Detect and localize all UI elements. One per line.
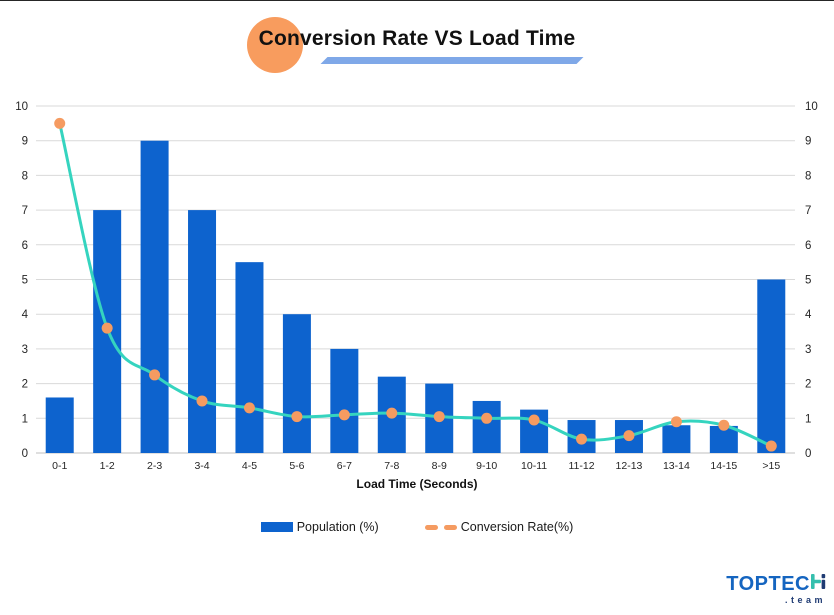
legend-item-conversion: Conversion Rate(%) (424, 520, 574, 534)
svg-text:13-14: 13-14 (663, 460, 690, 472)
svg-text:8-9: 8-9 (432, 460, 447, 472)
svg-text:6-7: 6-7 (337, 460, 352, 472)
legend-label-conversion: Conversion Rate(%) (460, 520, 574, 534)
svg-text:3-4: 3-4 (194, 460, 209, 472)
legend-label-population: Population (%) (296, 520, 379, 534)
svg-text:5: 5 (22, 275, 28, 287)
svg-text:0: 0 (805, 448, 811, 460)
svg-text:14-15: 14-15 (710, 460, 737, 472)
svg-text:10: 10 (15, 101, 28, 113)
svg-text:9: 9 (22, 136, 28, 148)
page-title: Conversion Rate VS Load Time (258, 27, 576, 50)
svg-text:1: 1 (805, 413, 811, 425)
logo-text: TOPTEC (726, 573, 810, 595)
legend-item-population: Population (%) (260, 520, 379, 534)
svg-text:5-6: 5-6 (289, 460, 304, 472)
svg-text:2-3: 2-3 (147, 460, 162, 472)
toptech-logo: TOPTEC .team (726, 574, 826, 605)
svg-text:6: 6 (22, 240, 28, 252)
svg-text:6: 6 (805, 240, 811, 252)
svg-text:10: 10 (805, 101, 818, 113)
title-decorative-circle (247, 17, 303, 73)
chart-header: Conversion Rate VS Load Time (0, 1, 834, 81)
svg-text:4: 4 (805, 309, 812, 321)
svg-text:3: 3 (22, 344, 28, 356)
svg-text:4-5: 4-5 (242, 460, 257, 472)
svg-text:12-13: 12-13 (616, 460, 643, 472)
x-axis-title: Load Time (Seconds) (356, 477, 478, 491)
conversion-swatch-icon (424, 524, 457, 530)
logo-h-icon (811, 574, 826, 589)
svg-text:3: 3 (805, 344, 811, 356)
combo-chart: 0 1 2 3 4 5 6 7 8 9 10 0 1 2 3 4 5 6 7 8 9 10 0-1 1-2 2-3 3-4 4-5 5… (15, 101, 818, 472)
svg-text:4: 4 (22, 309, 29, 321)
logo-subtext: .team (784, 595, 826, 605)
chart-legend: Population (%) Conversion Rate(%) (0, 520, 834, 534)
svg-text:1: 1 (22, 413, 28, 425)
svg-text:8: 8 (22, 170, 28, 182)
svg-text:0: 0 (22, 448, 28, 460)
population-swatch-icon (260, 522, 293, 532)
svg-text:9: 9 (805, 136, 811, 148)
svg-text:7: 7 (22, 205, 28, 217)
svg-text:0-1: 0-1 (52, 460, 67, 472)
svg-text:8: 8 (805, 170, 811, 182)
svg-text:1-2: 1-2 (100, 460, 115, 472)
svg-text:7-8: 7-8 (384, 460, 399, 472)
svg-text:>15: >15 (762, 460, 780, 472)
svg-text:2: 2 (805, 379, 811, 391)
svg-text:10-11: 10-11 (521, 460, 547, 472)
svg-text:2: 2 (22, 379, 28, 391)
svg-text:5: 5 (805, 275, 811, 287)
svg-text:7: 7 (805, 205, 811, 217)
svg-text:9-10: 9-10 (476, 460, 497, 472)
svg-text:11-12: 11-12 (568, 460, 594, 472)
